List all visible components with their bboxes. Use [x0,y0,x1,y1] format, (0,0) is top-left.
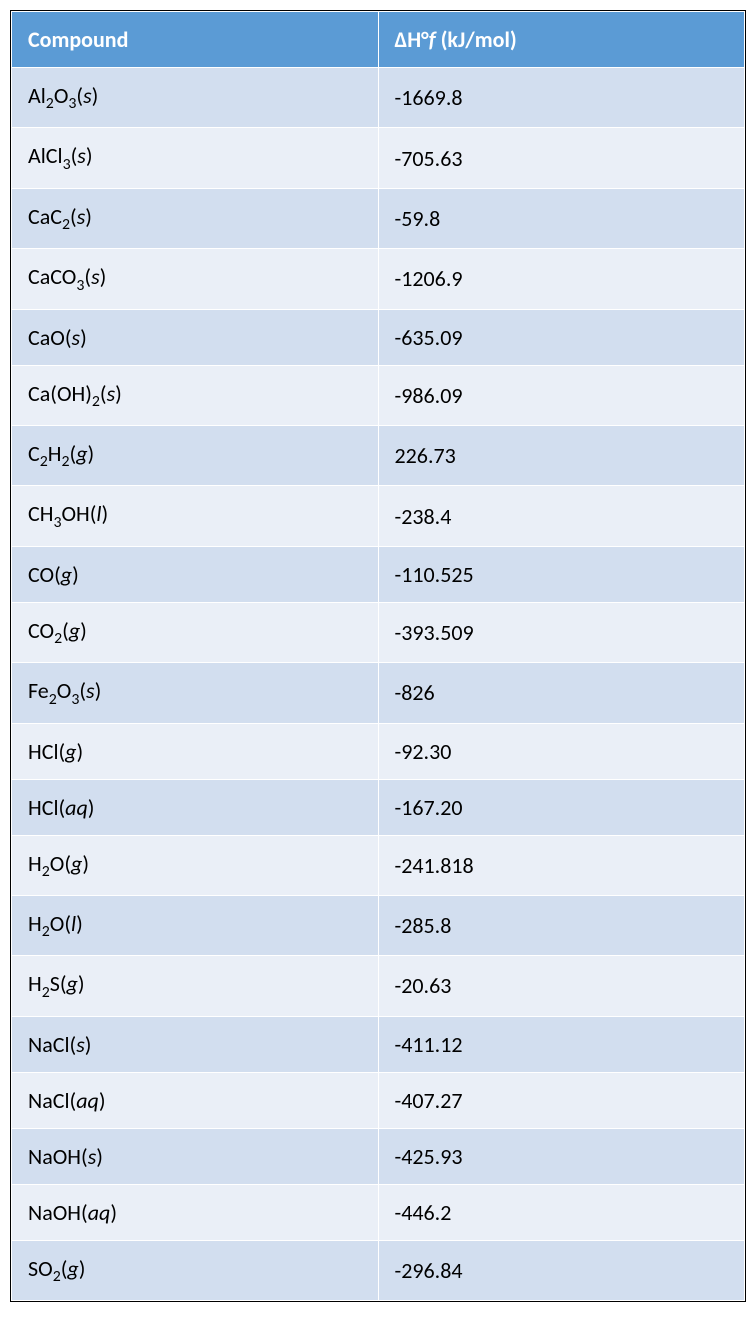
cell-value: -238.4 [378,486,745,546]
cell-value: -407.27 [378,1072,745,1128]
table-row: CO(g)-110.525 [12,546,745,602]
cell-compound: Fe2O3(s) [12,663,379,723]
table-row: H2O(g)-241.818 [12,835,745,895]
table-row: NaOH(s)-425.93 [12,1128,745,1184]
header-enthalpy: ΔH°f (kJ/mol) [378,12,745,68]
table-row: HCl(g)-92.30 [12,723,745,779]
table-header-row: Compound ΔH°f (kJ/mol) [12,12,745,68]
table-row: H2S(g)-20.63 [12,956,745,1016]
cell-compound: CO2(g) [12,602,379,662]
table-row: Fe2O3(s)-826 [12,663,745,723]
cell-compound: CaO(s) [12,309,379,365]
cell-value: -20.63 [378,956,745,1016]
cell-compound: Ca(OH)2(s) [12,365,379,425]
cell-compound: SO2(g) [12,1240,379,1300]
table-row: Ca(OH)2(s)-986.09 [12,365,745,425]
cell-compound: HCl(g) [12,723,379,779]
cell-compound: H2O(l) [12,895,379,955]
cell-compound: CH3OH(l) [12,486,379,546]
cell-compound: H2S(g) [12,956,379,1016]
cell-compound: CaC2(s) [12,188,379,248]
table-row: SO2(g)-296.84 [12,1240,745,1300]
enthalpy-table-container: Compound ΔH°f (kJ/mol) Al2O3(s)-1669.8Al… [10,10,746,1302]
table-row: CaC2(s)-59.8 [12,188,745,248]
table-row: CO2(g)-393.509 [12,602,745,662]
table-row: NaCl(aq)-407.27 [12,1072,745,1128]
header-prefix: ΔH° [395,26,429,53]
header-suffix: (kJ/mol) [436,26,517,53]
cell-value: -1669.8 [378,68,745,128]
cell-value: -425.93 [378,1128,745,1184]
cell-compound: NaCl(aq) [12,1072,379,1128]
cell-value: -285.8 [378,895,745,955]
cell-compound: CaCO3(s) [12,249,379,309]
cell-value: -411.12 [378,1016,745,1072]
cell-value: 226.73 [378,425,745,485]
cell-value: -1206.9 [378,249,745,309]
cell-value: -241.818 [378,835,745,895]
cell-compound: C2H2(g) [12,425,379,485]
table-body: Al2O3(s)-1669.8AlCl3(s)-705.63CaC2(s)-59… [12,68,745,1301]
table-row: CH3OH(l)-238.4 [12,486,745,546]
table-row: NaCl(s)-411.12 [12,1016,745,1072]
cell-value: -635.09 [378,309,745,365]
cell-compound: HCl(aq) [12,779,379,835]
table-row: H2O(l)-285.8 [12,895,745,955]
cell-compound: Al2O3(s) [12,68,379,128]
cell-value: -705.63 [378,128,745,188]
table-row: AlCl3(s)-705.63 [12,128,745,188]
cell-compound: AlCl3(s) [12,128,379,188]
header-italic-f: f [429,26,436,53]
cell-compound: NaCl(s) [12,1016,379,1072]
cell-compound: NaOH(aq) [12,1184,379,1240]
table-row: C2H2(g)226.73 [12,425,745,485]
cell-compound: H2O(g) [12,835,379,895]
table-row: CaCO3(s)-1206.9 [12,249,745,309]
table-row: NaOH(aq)-446.2 [12,1184,745,1240]
table-row: Al2O3(s)-1669.8 [12,68,745,128]
cell-value: -167.20 [378,779,745,835]
cell-value: -296.84 [378,1240,745,1300]
cell-compound: NaOH(s) [12,1128,379,1184]
cell-value: -59.8 [378,188,745,248]
header-compound: Compound [12,12,379,68]
table-row: CaO(s)-635.09 [12,309,745,365]
cell-value: -446.2 [378,1184,745,1240]
cell-value: -92.30 [378,723,745,779]
enthalpy-table: Compound ΔH°f (kJ/mol) Al2O3(s)-1669.8Al… [11,11,745,1301]
cell-value: -393.509 [378,602,745,662]
cell-compound: CO(g) [12,546,379,602]
cell-value: -986.09 [378,365,745,425]
table-row: HCl(aq)-167.20 [12,779,745,835]
cell-value: -826 [378,663,745,723]
cell-value: -110.525 [378,546,745,602]
